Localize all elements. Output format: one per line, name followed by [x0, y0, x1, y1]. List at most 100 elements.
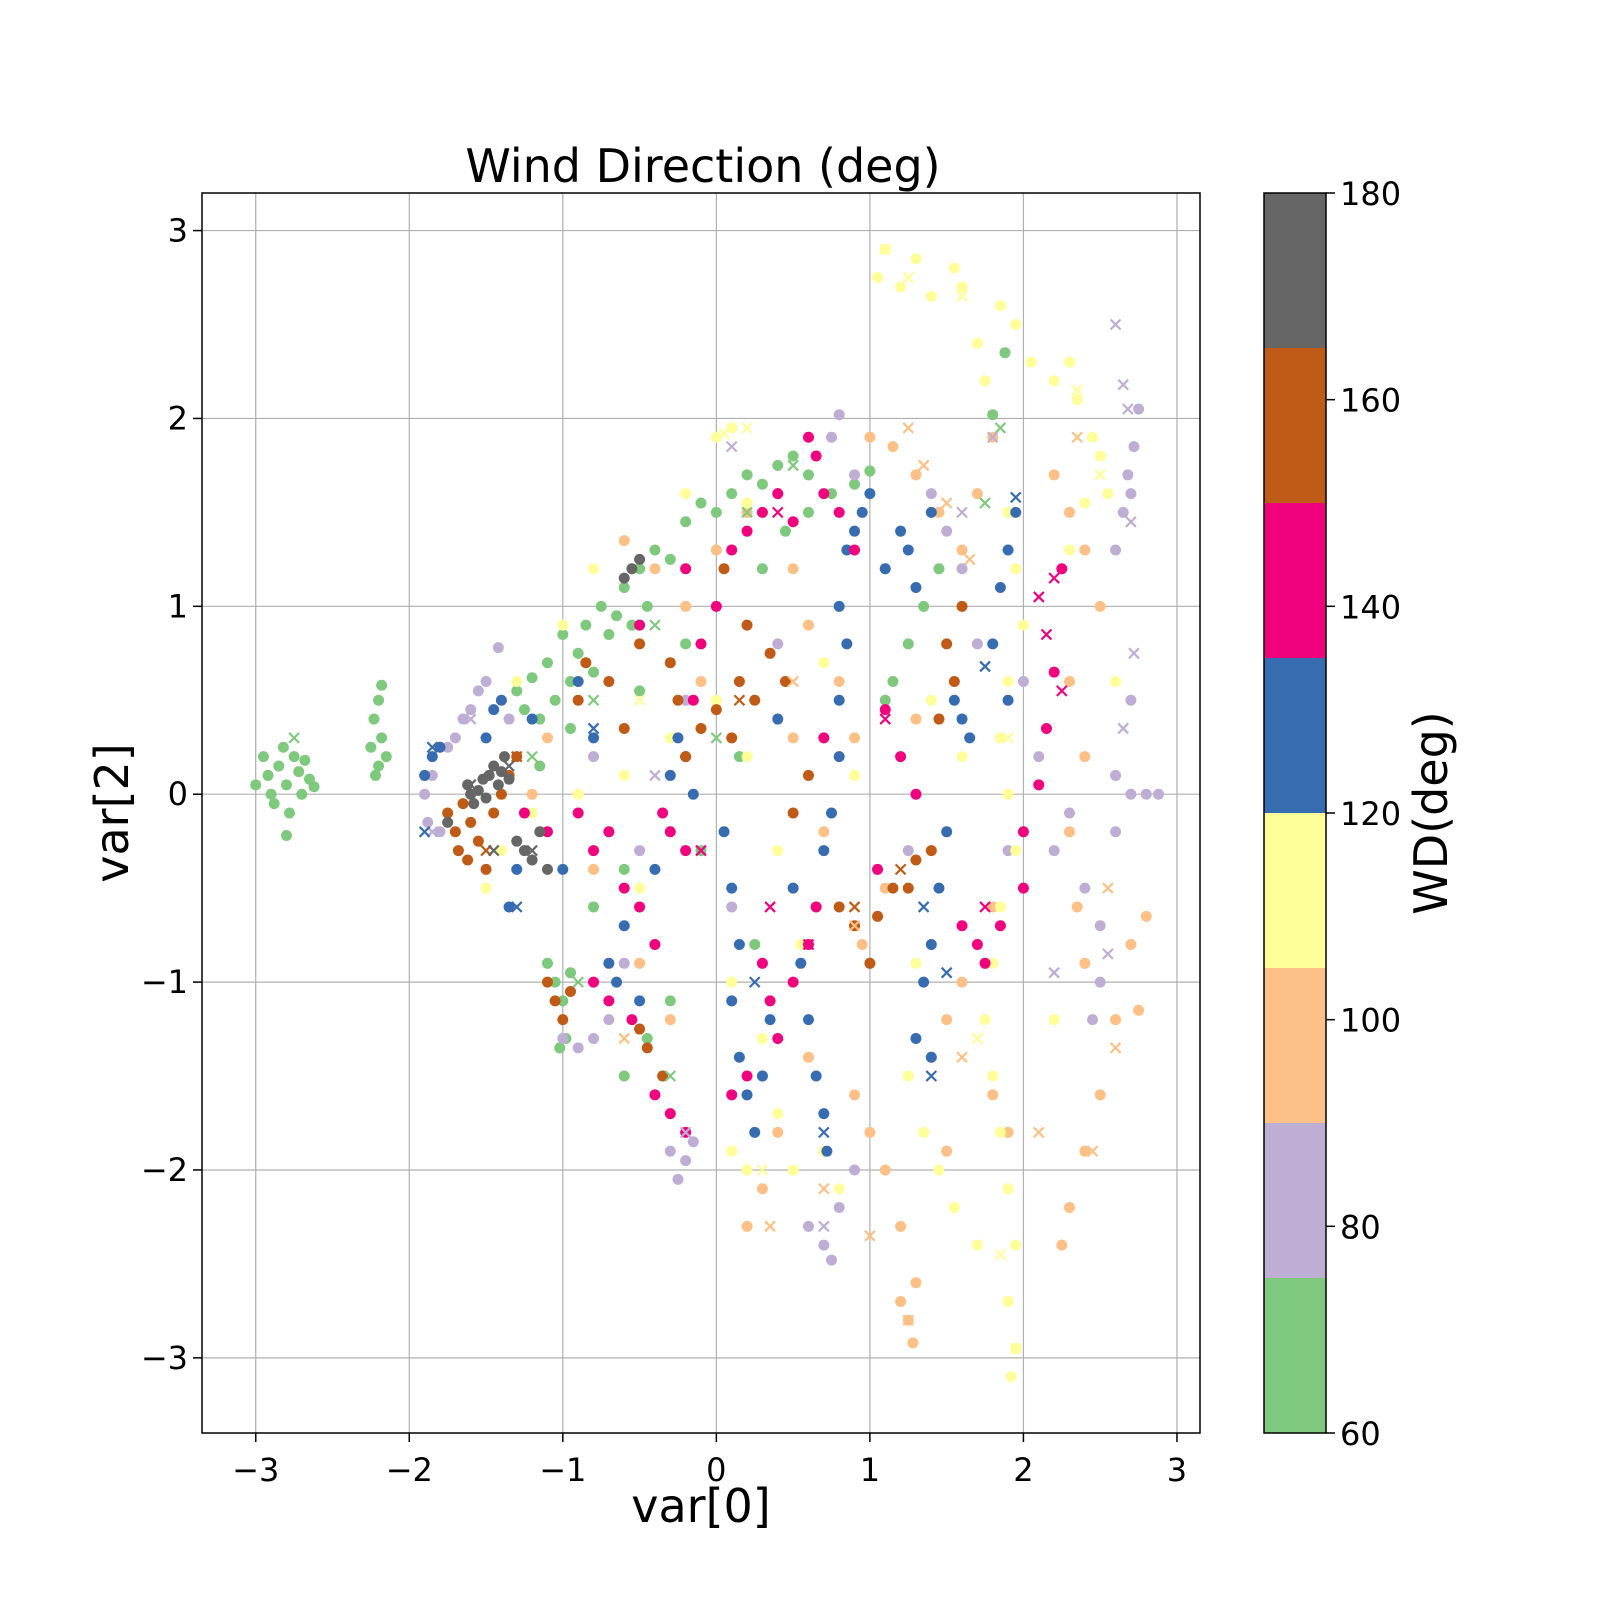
- scatter-point: [1048, 666, 1060, 678]
- scatter-point: [826, 488, 838, 500]
- scatter-point-x: [464, 779, 477, 791]
- scatter-point: [941, 638, 953, 650]
- scatter-point-x: [818, 1182, 830, 1195]
- scatter-point: [442, 816, 454, 828]
- scatter-point: [1002, 1295, 1014, 1307]
- scatter-point: [564, 967, 576, 979]
- colorbar-segment: [1264, 1278, 1326, 1433]
- scatter-point: [726, 732, 738, 744]
- scatter-point: [1017, 826, 1029, 838]
- scatter-point: [526, 672, 538, 684]
- colorbar-segment: [1264, 348, 1326, 503]
- scatter-point-x: [1125, 516, 1137, 528]
- scatter-point: [664, 1014, 676, 1026]
- scatter-point: [910, 1032, 922, 1044]
- scatter-point: [468, 798, 480, 810]
- scatter-point: [649, 1089, 661, 1101]
- scatter-point-x: [864, 1229, 876, 1242]
- scatter-point: [879, 882, 891, 894]
- scatter-point-x: [994, 1248, 1007, 1261]
- scatter-point: [492, 779, 504, 791]
- scatter-point: [718, 563, 730, 575]
- scatter-point: [580, 619, 592, 631]
- scatter-point: [1048, 469, 1060, 481]
- scatter-point-x: [1117, 722, 1130, 735]
- scatter-point: [1002, 1126, 1014, 1138]
- scatter-point: [680, 845, 692, 857]
- scatter-point: [964, 732, 976, 744]
- scatter-point: [369, 769, 381, 781]
- scatter-point: [956, 563, 968, 575]
- scatter-point-x: [925, 1070, 938, 1082]
- scatter-point: [299, 754, 311, 766]
- scatter-point: [910, 469, 922, 481]
- scatter-point: [1048, 845, 1060, 857]
- scatter-point: [787, 1164, 799, 1176]
- scatter-point: [457, 713, 469, 725]
- y-axis-label: var[2]: [85, 743, 139, 882]
- scatter-point: [308, 781, 320, 793]
- scatter-point: [680, 694, 692, 706]
- colorbar-frame: [1263, 192, 1327, 1434]
- colorbar-tick-label: 140: [1340, 588, 1401, 626]
- scatter-point: [293, 766, 305, 778]
- scatter-point: [664, 1108, 676, 1120]
- scatter-point: [956, 976, 968, 988]
- scatter-point-x: [418, 826, 431, 838]
- scatter-point: [726, 544, 738, 556]
- scatter-point-x: [1033, 1126, 1045, 1139]
- scatter-point: [994, 1126, 1006, 1138]
- scatter-point: [971, 488, 983, 500]
- scatter-point-x: [1071, 384, 1083, 397]
- scatter-point: [879, 1164, 891, 1176]
- scatter-point: [1010, 845, 1022, 857]
- scatter-point: [618, 957, 630, 969]
- scatter-point-x: [510, 750, 523, 763]
- scatter-point: [887, 675, 899, 687]
- scatter-point: [557, 619, 569, 631]
- scatter-point-x: [894, 863, 907, 876]
- scatter-point: [941, 1145, 953, 1157]
- scatter-point: [422, 816, 434, 828]
- scatter-point: [787, 732, 799, 744]
- scatter-point: [726, 995, 738, 1007]
- scatter-point: [887, 441, 899, 453]
- scatter-point-x: [695, 844, 707, 857]
- scatter-point: [841, 638, 853, 650]
- scatter-point: [802, 1051, 814, 1063]
- scatter-point: [925, 290, 937, 302]
- scatter-point: [726, 488, 738, 500]
- scatter-point: [618, 769, 630, 781]
- scatter-point: [664, 826, 676, 838]
- scatter-point: [726, 901, 738, 913]
- scatter-point: [1125, 788, 1137, 800]
- scatter-point: [462, 779, 474, 791]
- scatter-point: [626, 619, 638, 631]
- y-tick-label: 1: [168, 587, 188, 625]
- scatter-point: [480, 863, 492, 875]
- scatter-point: [588, 751, 600, 763]
- scatter-point: [664, 1145, 676, 1157]
- y-tick-label: 2: [168, 399, 188, 437]
- scatter-point: [649, 863, 661, 875]
- scatter-point: [971, 1239, 983, 1251]
- scatter-point: [907, 1337, 919, 1349]
- scatter-point: [925, 506, 937, 518]
- scatter-point: [1002, 675, 1014, 687]
- scatter-point: [956, 281, 968, 293]
- scatter-point: [994, 732, 1006, 744]
- scatter-point: [741, 469, 753, 481]
- scatter-point: [849, 478, 861, 490]
- scatter-point: [288, 751, 300, 763]
- scatter-point: [726, 1145, 738, 1157]
- scatter-point-x: [633, 694, 646, 707]
- scatter-point: [498, 751, 510, 763]
- scatter-point: [933, 506, 945, 518]
- scatter-point: [296, 788, 308, 800]
- scatter-point: [672, 732, 684, 744]
- scatter-point: [795, 939, 807, 951]
- scatter-point: [895, 1220, 907, 1232]
- scatter-point: [280, 830, 292, 842]
- scatter-point: [933, 1164, 945, 1176]
- scatter-point: [833, 901, 845, 913]
